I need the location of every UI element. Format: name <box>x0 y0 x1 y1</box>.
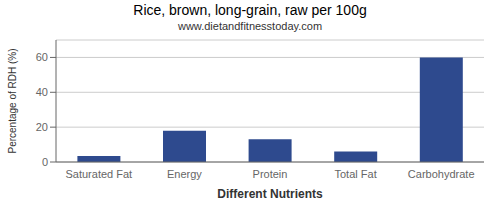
svg-text:Protein: Protein <box>253 168 288 180</box>
svg-text:Percentage of RDH (%): Percentage of RDH (%) <box>8 48 18 153</box>
svg-text:40: 40 <box>36 86 48 98</box>
svg-text:60: 60 <box>36 51 48 63</box>
svg-text:Carbohydrate: Carbohydrate <box>408 168 475 180</box>
svg-text:Total Fat: Total Fat <box>335 168 377 180</box>
html-text:Rice, brown, long-grain, raw p: Rice, brown, long-grain, raw per 100g <box>133 2 367 18</box>
html-text:www.dietandfitnesstoday.com: www.dietandfitnesstoday.com <box>178 20 322 32</box>
svg-text:0: 0 <box>42 156 48 168</box>
svg-text:Energy: Energy <box>167 168 202 180</box>
svg-text:20: 20 <box>36 121 48 133</box>
svg-text:Saturated Fat: Saturated Fat <box>65 168 132 180</box>
svg-text:Different Nutrients: Different Nutrients <box>217 187 323 200</box>
